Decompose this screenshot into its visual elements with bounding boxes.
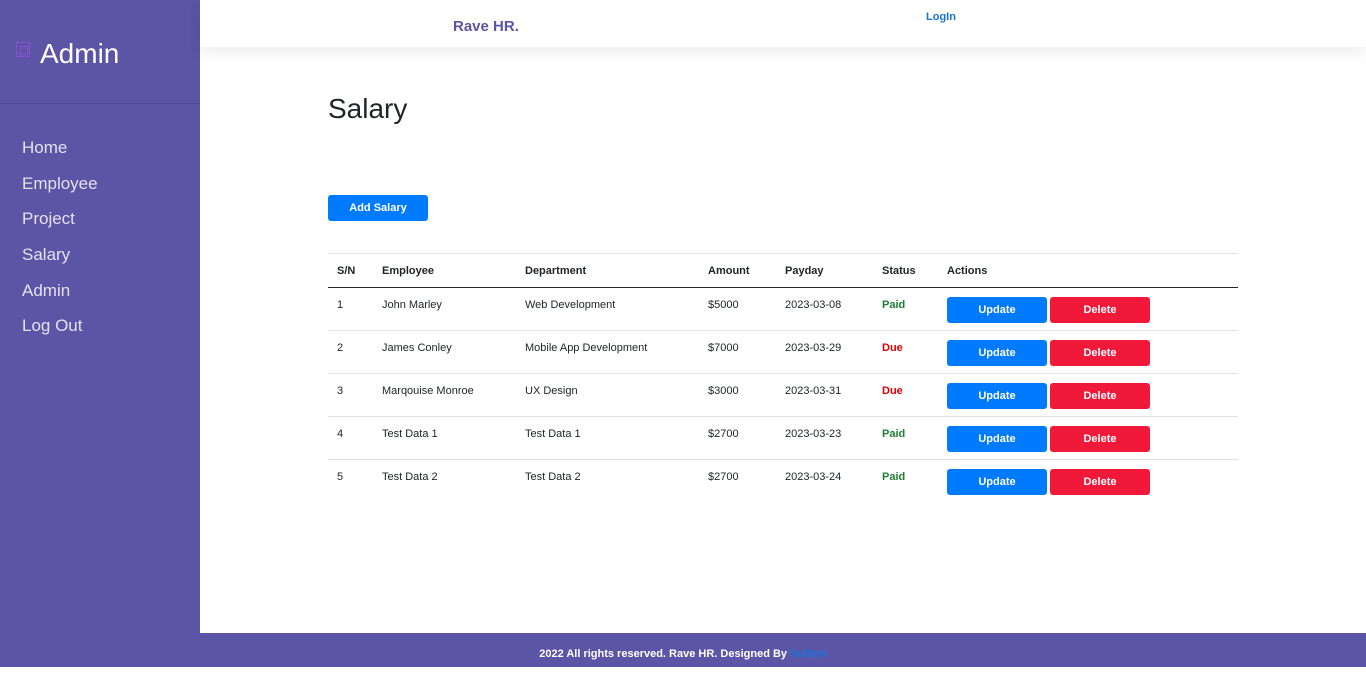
cell-actions: Update Delete [938, 374, 1238, 417]
cell-actions: Update Delete [938, 331, 1238, 374]
header-employee: Employee [382, 264, 434, 277]
delete-button[interactable]: Delete [1050, 297, 1150, 323]
update-button[interactable]: Update [947, 426, 1047, 452]
sidebar: Admin Home Employee Project Salary Admin… [0, 0, 200, 633]
delete-button[interactable]: Delete [1050, 469, 1150, 495]
table-row: 5 Test Data 2 Test Data 2 $2700 2023-03-24 Pa… [328, 460, 1238, 503]
table-row: 1 John Marley Web Development $5000 2023-03-… [328, 288, 1238, 331]
update-button[interactable]: Update [947, 469, 1047, 495]
header-sn: S/N [337, 264, 356, 277]
cell-status: Paid [882, 471, 906, 483]
login-link[interactable]: LogIn [926, 11, 956, 23]
sidebar-item-logout[interactable]: Log Out [22, 316, 83, 336]
delete-button[interactable]: Delete [1050, 383, 1150, 409]
cell-actions: Update Delete [938, 460, 1238, 503]
cell-department: Test Data 1 [525, 428, 581, 440]
sidebar-item-salary[interactable]: Salary [22, 245, 71, 265]
cell-sn: 5 [337, 471, 344, 483]
cell-status: Paid [882, 428, 906, 440]
update-button[interactable]: Update [947, 383, 1047, 409]
header-amount: Amount [708, 264, 750, 277]
cell-sn: 1 [337, 299, 344, 311]
cell-sn: 3 [337, 385, 344, 397]
sidebar-item-project[interactable]: Project [22, 209, 75, 229]
cell-amount: $5000 [708, 299, 739, 311]
salary-table: S/N Employee Department Amount Payday St… [328, 253, 1238, 503]
header-department: Department [525, 264, 587, 277]
cell-actions: Update Delete [938, 288, 1238, 331]
header-actions: Actions [947, 264, 988, 277]
footer-designer-link[interactable]: Sulfani [790, 648, 827, 660]
page-title: Salary [328, 93, 408, 124]
cell-employee: James Conley [382, 342, 452, 354]
cell-payday: 2023-03-31 [785, 385, 842, 397]
cell-employee: Test Data 1 [382, 428, 438, 440]
cell-payday: 2023-03-24 [785, 471, 842, 483]
cell-department: Mobile App Development [525, 342, 648, 354]
cell-status: Paid [882, 299, 906, 311]
cell-payday: 2023-03-23 [785, 428, 842, 440]
update-button[interactable]: Update [947, 340, 1047, 366]
update-button[interactable]: Update [947, 297, 1047, 323]
delete-button[interactable]: Delete [1050, 340, 1150, 366]
delete-button[interactable]: Delete [1050, 426, 1150, 452]
sidebar-nav: Home Employee Project Salary Admin Log O… [22, 137, 98, 351]
sidebar-item-employee[interactable]: Employee [22, 173, 98, 193]
cell-amount: $7000 [708, 342, 739, 354]
cell-sn: 2 [337, 342, 344, 354]
sidebar-item-home[interactable]: Home [22, 138, 68, 157]
top-navbar: Rave HR. LogIn [200, 0, 1366, 47]
document-icon [16, 42, 30, 57]
footer-text: 2022 All rights reserved. Rave HR. Desig… [539, 648, 791, 660]
cell-sn: 4 [337, 428, 344, 440]
cell-employee: Marqouise Monroe [382, 385, 474, 397]
brand-title: Admin [40, 38, 120, 69]
sidebar-item-admin[interactable]: Admin [22, 280, 71, 300]
cell-employee: Test Data 2 [382, 471, 438, 483]
table-row: 4 Test Data 1 Test Data 1 $2700 2023-03-23 Pa… [328, 417, 1238, 460]
cell-status: Due [882, 385, 903, 397]
cell-payday: 2023-03-08 [785, 299, 842, 311]
cell-amount: $3000 [708, 385, 739, 397]
cell-actions: Update Delete [938, 417, 1238, 460]
table-row: 2 James Conley Mobile App Development $7000… [328, 331, 1238, 374]
cell-status: Due [882, 342, 903, 354]
table-header-row: S/N Employee Department Amount Payday St… [328, 253, 1238, 288]
cell-payday: 2023-03-29 [785, 342, 842, 354]
footer: 2022 All rights reserved. Rave HR. Desig… [0, 633, 1366, 667]
cell-department: UX Design [525, 385, 578, 397]
add-salary-button[interactable]: Add Salary [328, 195, 428, 221]
sidebar-brand: Admin [0, 0, 200, 104]
table-row: 3 Marqouise Monroe UX Design $3000 2023-03-3… [328, 374, 1238, 417]
header-payday: Payday [785, 264, 824, 277]
navbar-brand[interactable]: Rave HR. [453, 18, 519, 35]
cell-department: Web Development [525, 299, 616, 311]
cell-amount: $2700 [708, 428, 739, 440]
header-status: Status [882, 264, 916, 277]
cell-department: Test Data 2 [525, 471, 581, 483]
cell-employee: John Marley [382, 299, 442, 311]
cell-amount: $2700 [708, 471, 739, 483]
